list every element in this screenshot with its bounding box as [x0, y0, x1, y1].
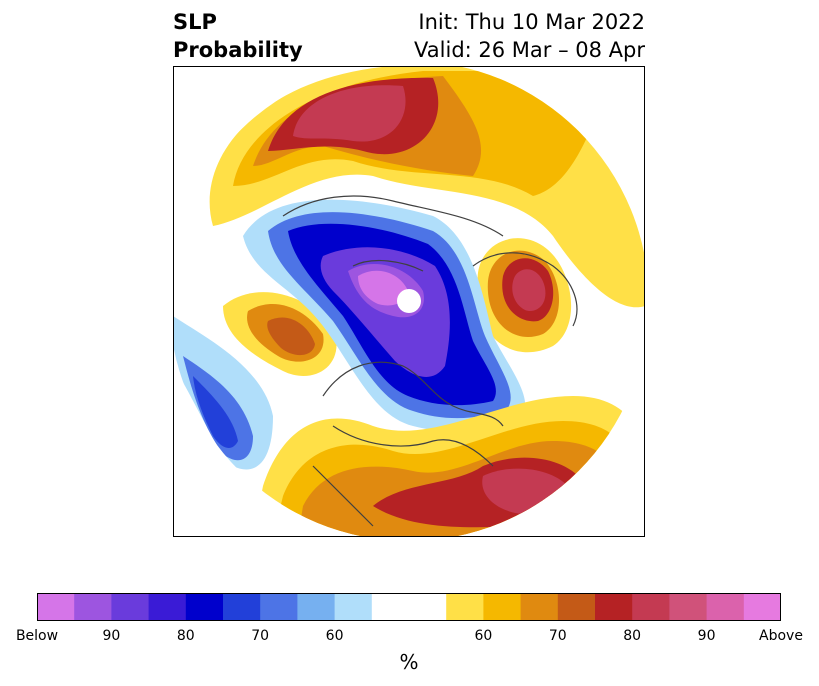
- colorbar-cell: [185, 593, 224, 621]
- colorbar-cell: [371, 593, 410, 621]
- colorbar-tick-label: 70: [251, 628, 270, 644]
- colorbar-tick-label: 70: [548, 628, 567, 644]
- colorbar: [37, 593, 781, 621]
- colorbar-cell: [557, 593, 596, 621]
- colorbar-cell: [111, 593, 150, 621]
- colorbar-cell: [74, 593, 112, 621]
- map-title: SLP Probability: [173, 8, 303, 64]
- valid-range: Valid: 26 Mar – 08 Apr: [414, 38, 645, 62]
- colorbar-tick-label: Below: [15, 628, 59, 644]
- init-date: Init: Thu 10 Mar 2022: [418, 10, 645, 34]
- colorbar-cell: [483, 593, 522, 621]
- colorbar-tick-label: 90: [102, 628, 121, 644]
- title-slp: SLP: [173, 10, 217, 34]
- probability-field: [173, 66, 645, 537]
- colorbar-cell: [706, 593, 745, 621]
- colorbar-cell: [297, 593, 336, 621]
- colorbar-cell: [37, 593, 75, 621]
- colorbar-cell: [334, 593, 373, 621]
- colorbar-cell: [632, 593, 670, 621]
- probability-map: [173, 66, 645, 537]
- colorbar-cell: [595, 593, 633, 621]
- colorbar-tick-label: 60: [474, 628, 493, 644]
- colorbar-cell: [743, 593, 781, 621]
- colorbar-cell: [409, 593, 447, 621]
- colorbar-cell: [520, 593, 559, 621]
- colorbar-tick-label: 80: [176, 628, 195, 644]
- colorbar-tick-label: 80: [623, 628, 642, 644]
- map-frame: [173, 66, 645, 537]
- colorbar-tick-label: 60: [325, 628, 344, 644]
- colorbar-cell: [446, 593, 484, 621]
- colorbar-cell: [148, 593, 187, 621]
- colorbar-cell: [669, 593, 708, 621]
- coastlines: [282, 195, 578, 527]
- colorbar-cell: [223, 593, 261, 621]
- colorbar-tick-label: 90: [697, 628, 716, 644]
- colorbar-tick-label: Above: [759, 628, 803, 644]
- title-probability: Probability: [173, 38, 303, 62]
- colorbar-unit: %: [399, 650, 419, 674]
- map-dates: Init: Thu 10 Mar 2022 Valid: 26 Mar – 08…: [414, 8, 645, 64]
- colorbar-cell: [260, 593, 298, 621]
